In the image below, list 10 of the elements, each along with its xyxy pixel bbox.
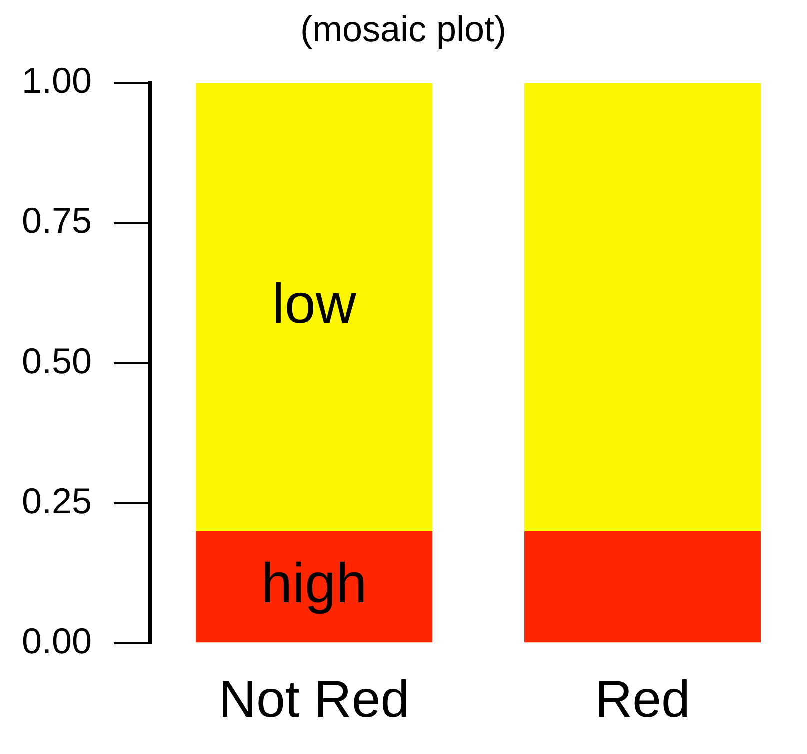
series-label: high (261, 551, 368, 614)
y-tick-label: 1.00 (22, 60, 92, 102)
y-tick-label: 0.25 (22, 480, 92, 522)
y-tick-label: 0.50 (22, 340, 92, 382)
series-label: low (272, 272, 357, 335)
x-tick-label: Red (595, 671, 690, 730)
chart-title: (mosaic plot) (300, 8, 507, 50)
x-tick-label: Not Red (218, 671, 410, 730)
y-tick-label: 0.00 (22, 620, 92, 662)
y-tick-label: 0.75 (22, 200, 92, 242)
